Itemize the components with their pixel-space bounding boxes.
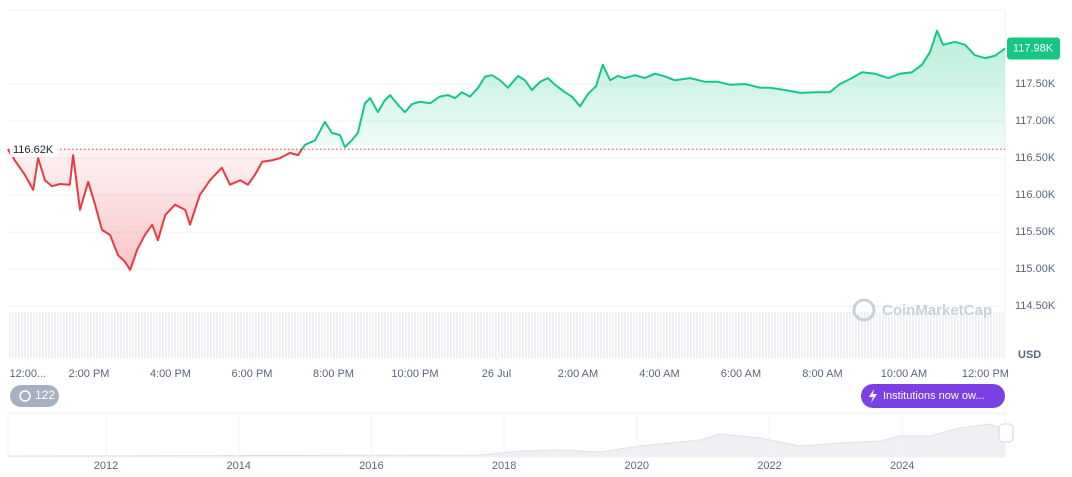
x-tick-label: 26 Jul xyxy=(482,368,511,380)
navigator-label: 2018 xyxy=(492,460,516,472)
y-tick-label: 116.00K xyxy=(1015,189,1056,201)
y-unit: USD xyxy=(1018,349,1041,361)
y-tick-label: 115.50K xyxy=(1015,226,1056,238)
area xyxy=(7,30,1005,270)
navigator-label: 2014 xyxy=(226,460,250,472)
navigator-label: 2020 xyxy=(625,460,649,472)
news-pill[interactable]: Institutions now ow... xyxy=(861,384,1005,408)
x-tick-label: 8:00 PM xyxy=(313,368,354,380)
y-tick-label: 114.50K xyxy=(1015,300,1056,312)
badge-text: 122 xyxy=(35,388,55,402)
x-tick-label: 2:00 AM xyxy=(558,368,598,380)
y-tick-label: 115.00K xyxy=(1015,263,1056,275)
y-tick-label: 117.00K xyxy=(1015,115,1056,127)
last-price-box xyxy=(1007,37,1060,60)
history-badge[interactable]: 122 xyxy=(10,385,59,407)
last-price-label: 117.98K xyxy=(1013,42,1054,54)
watermark: CoinMarketCap xyxy=(852,298,992,322)
navigator-area xyxy=(8,424,1005,457)
y-tick-label: 116.50K xyxy=(1015,152,1056,164)
news-text: Institutions now ow... xyxy=(883,390,985,402)
x-tick-label: 6:00 AM xyxy=(721,368,761,380)
x-tick-label: 2:00 PM xyxy=(69,368,110,380)
navigator-label: 2024 xyxy=(890,460,914,472)
baseline-label: 116.62K xyxy=(13,144,54,156)
navigator-line xyxy=(7,423,1006,457)
x-tick-label: 12:00... xyxy=(10,368,47,380)
baseline-label-bg xyxy=(10,141,58,158)
y-tick-label: 117.50K xyxy=(1015,78,1056,90)
volume-bars xyxy=(8,312,1005,358)
x-tick-label: 10:00 AM xyxy=(881,368,927,380)
navigator-label: 2022 xyxy=(757,460,781,472)
x-tick-label: 4:00 AM xyxy=(639,368,679,380)
price-line xyxy=(7,29,1006,271)
x-tick-label: 12:00 PM xyxy=(962,368,1009,380)
watermark-text: CoinMarketCap xyxy=(882,302,992,319)
x-tick-label: 10:00 PM xyxy=(391,368,438,380)
navigator-label: 2016 xyxy=(359,460,383,472)
x-tick-label: 4:00 PM xyxy=(150,368,191,380)
x-tick-label: 6:00 PM xyxy=(232,368,273,380)
navigator-handle[interactable] xyxy=(998,423,1014,443)
x-tick-label: 8:00 AM xyxy=(802,368,842,380)
navigator-label: 2012 xyxy=(94,460,118,472)
